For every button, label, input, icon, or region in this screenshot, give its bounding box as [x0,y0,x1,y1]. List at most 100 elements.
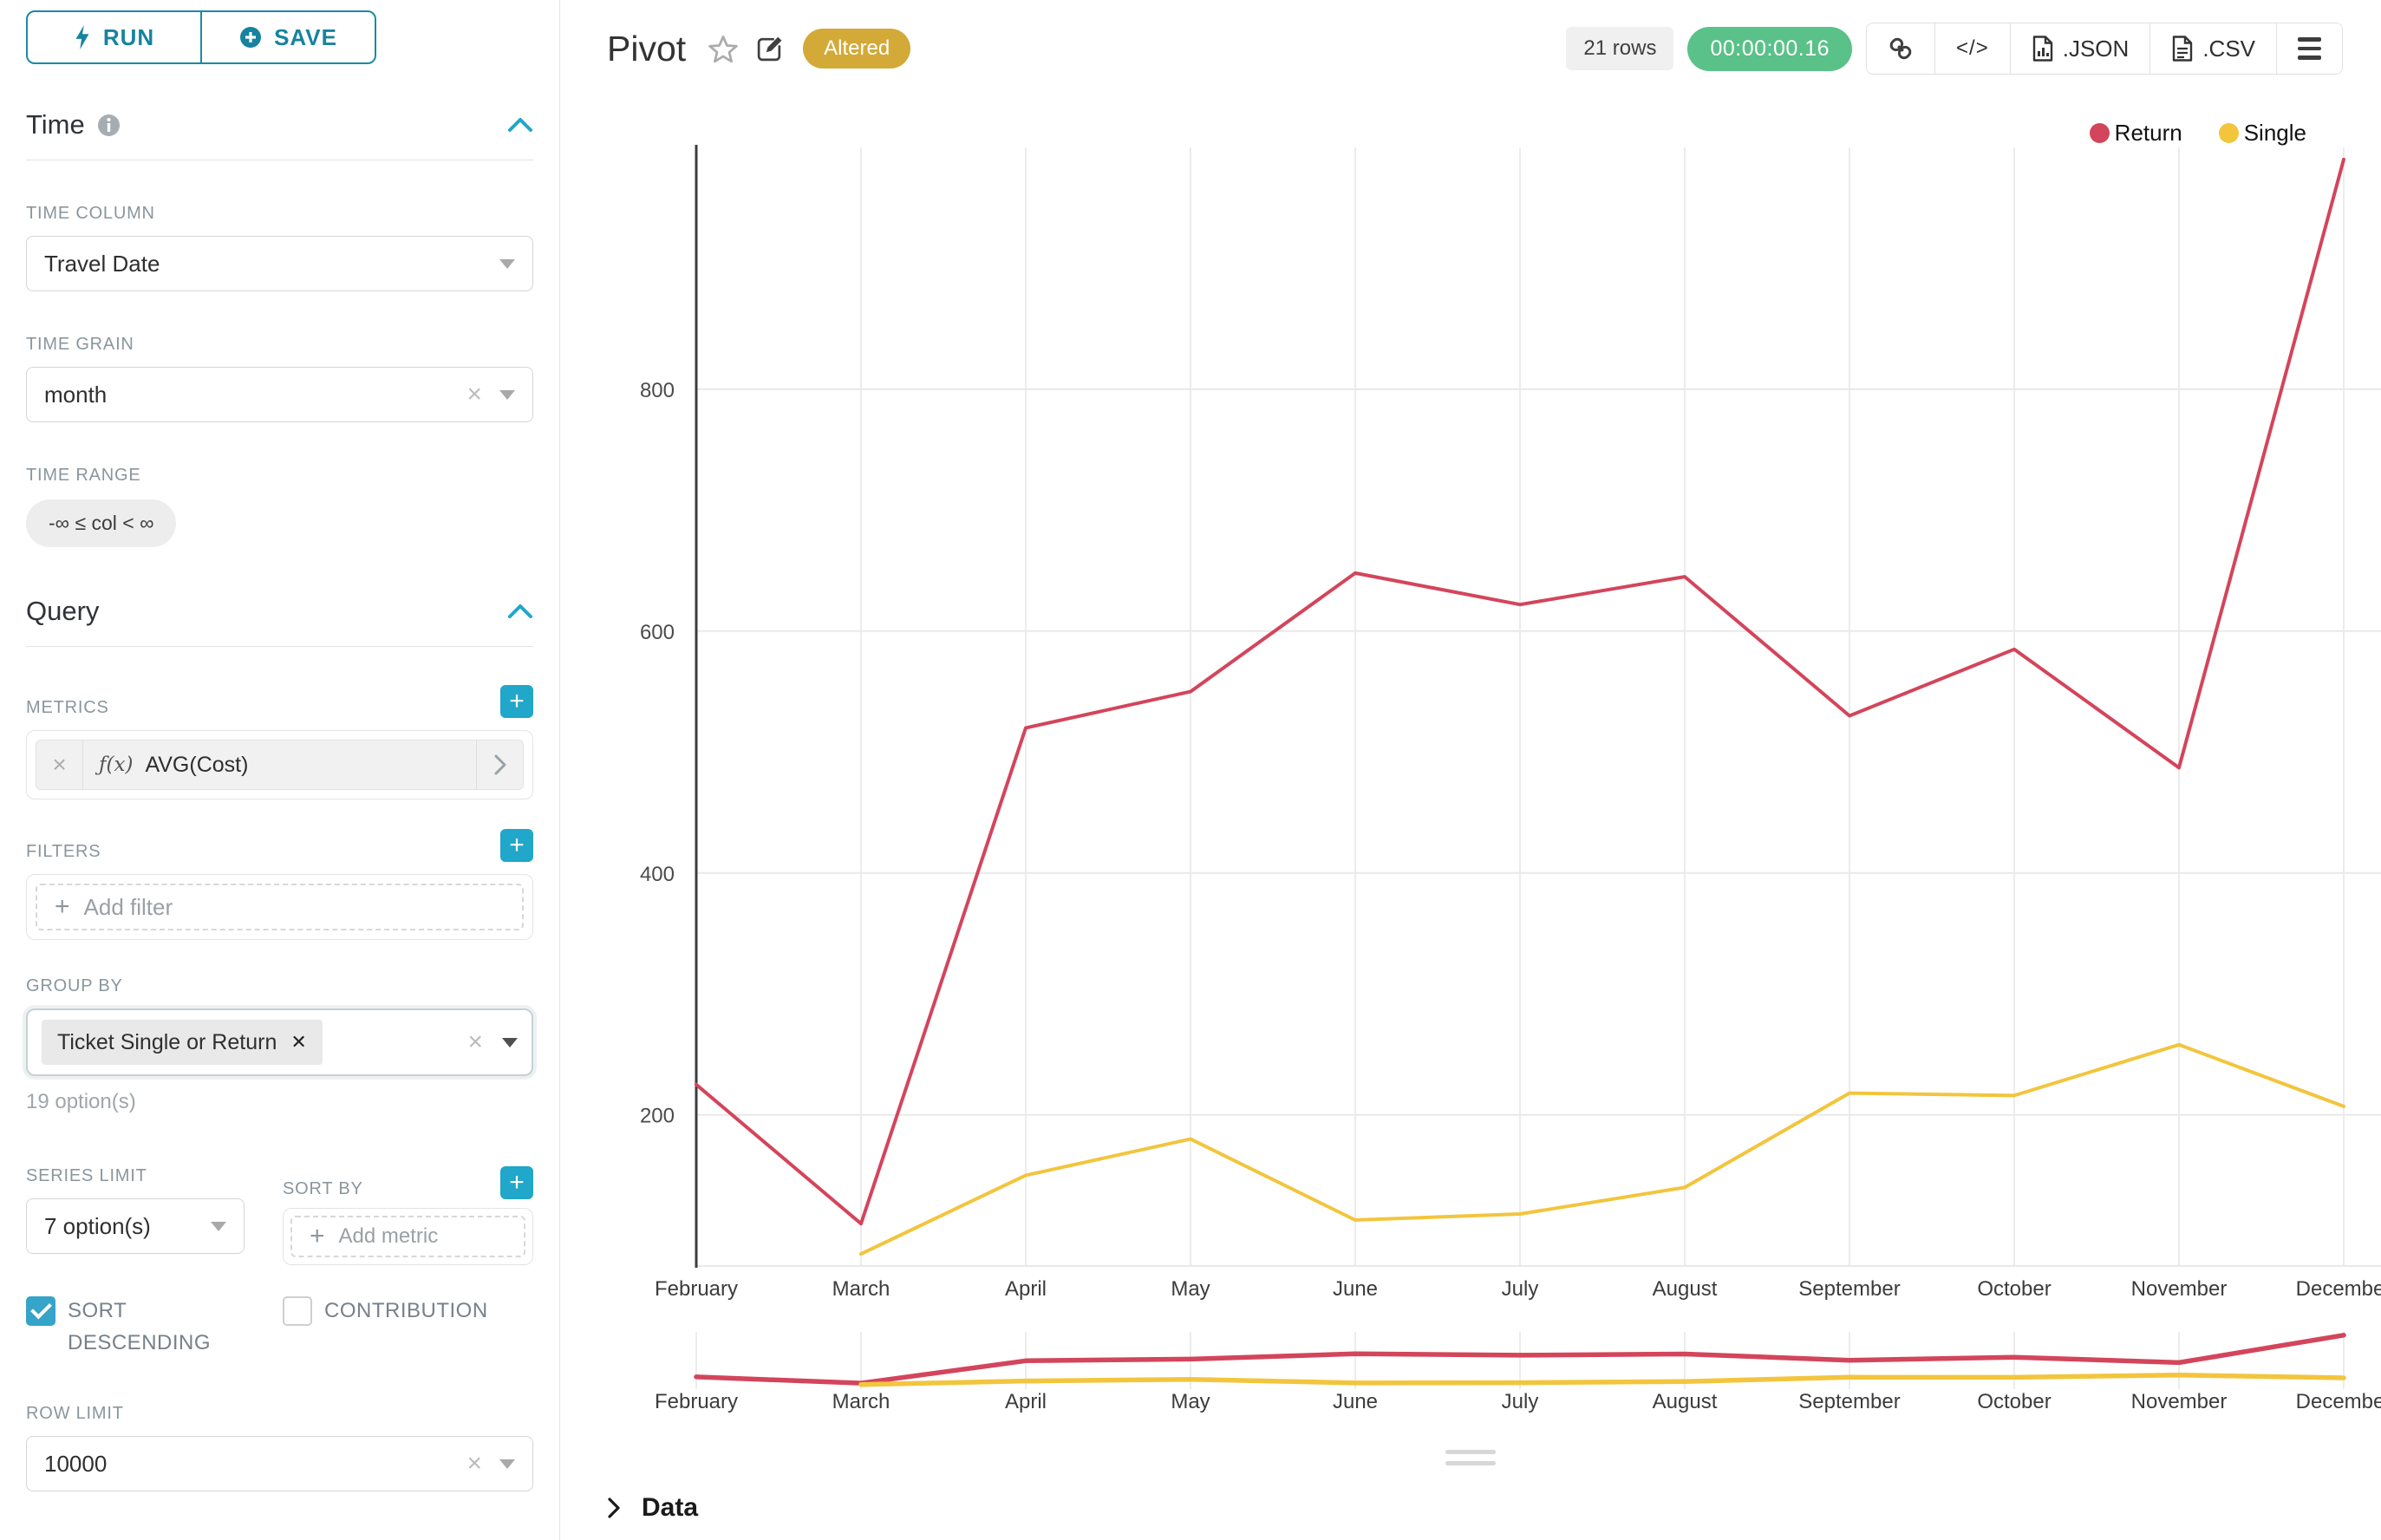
time-range-pill[interactable]: -∞ ≤ col < ∞ [26,499,177,547]
row-count-badge: 21 rows [1566,27,1674,70]
clear-icon[interactable]: × [466,1449,482,1478]
time-column-label: TIME COLUMN [26,204,155,223]
panel-resize-handle[interactable] [560,1450,2381,1465]
run-save-button-group: RUN SAVE [26,10,376,64]
time-section-header[interactable]: Time [26,109,533,140]
time-grain-label: TIME GRAIN [26,335,134,354]
time-section-title: Time [26,109,85,140]
svg-text:800: 800 [640,379,675,402]
sort-descending-checkbox-item[interactable]: SORT DESCENDING [26,1295,283,1359]
svg-text:May: May [1171,1277,1210,1301]
svg-text:600: 600 [640,621,675,644]
clear-icon[interactable]: × [466,380,482,408]
row-limit-select[interactable]: 10000 × [26,1436,533,1492]
groupby-tag-label: Ticket Single or Return [57,1029,277,1054]
time-grain-value: month [44,381,108,408]
metric-expand-chevron[interactable] [476,741,523,789]
control-panel-sidebar: RUN SAVE Time TIME CO [0,0,560,1540]
export-csv-button[interactable]: .CSV [2150,23,2277,74]
svg-text:May: May [1171,1390,1210,1413]
svg-text:July: July [1502,1277,1539,1301]
legend-item-single[interactable]: Single [2218,120,2306,147]
svg-text:April: April [1005,1277,1047,1301]
groupby-select[interactable]: Ticket Single or Return ✕ × [26,1008,533,1076]
range-brush-chart[interactable]: February March April May June July August Septe… [572,1318,2381,1431]
add-metric-plus-button[interactable]: + [500,685,533,718]
groupby-options-hint: 19 option(s) [26,1090,136,1113]
plus-icon: + [55,892,70,921]
svg-text:March: March [832,1277,890,1301]
svg-text:November: November [2131,1390,2228,1413]
svg-text:200: 200 [640,1105,675,1128]
query-section-header[interactable]: Query [26,596,533,627]
sort-by-container: + Add metric [283,1208,533,1265]
remove-tag-icon[interactable]: ✕ [290,1031,307,1053]
favorite-star-icon[interactable] [708,35,738,63]
series-limit-label: SERIES LIMIT [26,1166,147,1185]
checkbox-checked-icon[interactable] [26,1296,55,1326]
series-limit-select[interactable]: 7 option(s) [26,1198,245,1254]
chevron-up-icon[interactable] [507,117,533,133]
filters-container: + Add filter [26,874,533,940]
csv-file-icon [2173,36,2193,62]
edit-properties-icon[interactable] [755,35,784,63]
add-filter-dropzone[interactable]: + Add filter [36,884,524,930]
csv-label: .CSV [2202,35,2255,62]
caret-down-icon [499,389,515,400]
json-label: .JSON [2062,35,2130,62]
chevron-right-icon [608,1498,620,1518]
svg-text:August: August [1653,1277,1718,1301]
svg-text:November: November [2131,1277,2228,1301]
sort-descending-label: SORT DESCENDING [68,1299,212,1355]
chart-legend: Return Single [2089,120,2306,147]
run-button[interactable]: RUN [28,12,202,62]
svg-text:September: September [1798,1277,1900,1301]
save-button-label: SAVE [274,23,337,50]
svg-text:October: October [1977,1390,2051,1413]
svg-text:September: September [1798,1390,1900,1413]
row-limit-value: 10000 [44,1450,108,1477]
metric-chip[interactable]: × ƒ(x) AVG(Cost) [36,740,524,790]
svg-text:March: March [832,1390,890,1413]
data-panel-toggle[interactable]: Data [607,1493,698,1523]
chevron-up-icon[interactable] [507,604,533,619]
svg-text:400: 400 [640,863,675,886]
contribution-label: CONTRIBUTION [324,1299,488,1322]
contribution-checkbox-item[interactable]: CONTRIBUTION [283,1295,488,1359]
info-icon [97,114,120,136]
fx-icon: ƒ(x) [99,754,134,776]
time-grain-select[interactable]: month × [26,367,533,422]
remove-metric-icon[interactable]: × [36,741,83,789]
export-json-button[interactable]: .JSON [2010,23,2151,74]
plus-circle-icon [240,27,262,48]
view-query-button[interactable]: </> [1935,23,2011,74]
line-chart-canvas: 200 400 600 800 February March April May June Jul… [640,145,2381,1301]
add-sort-metric-plus-button[interactable]: + [500,1166,533,1199]
add-sort-metric-dropzone[interactable]: + Add metric [290,1216,525,1257]
plus-icon: + [310,1222,325,1250]
svg-text:July: July [1502,1390,1539,1413]
clear-icon[interactable]: × [467,1028,483,1056]
checkbox-unchecked-icon[interactable] [283,1296,312,1326]
chart-panel: Pivot Altered 21 rows 00:00:00.16 [560,0,2381,1540]
time-column-select[interactable]: Travel Date [26,236,533,291]
svg-text:October: October [1977,1277,2051,1301]
copy-link-button[interactable] [1867,23,1936,74]
save-button[interactable]: SAVE [202,12,375,62]
metrics-label: METRICS [26,698,109,717]
code-icon: </> [1956,36,1989,60]
return-series-label: Return [2114,120,2182,146]
chart-menu-button[interactable] [2277,23,2342,74]
add-filter-plus-button[interactable]: + [500,829,533,862]
legend-item-return[interactable]: Return [2089,120,2182,147]
lightning-icon [75,25,89,49]
caret-down-icon [211,1221,226,1231]
single-series-label: Single [2243,120,2306,146]
svg-text:December: December [2296,1390,2381,1413]
svg-text:June: June [1333,1390,1378,1413]
chart-title: Pivot [607,28,687,69]
series-limit-value: 7 option(s) [44,1212,151,1239]
json-file-icon [2032,36,2052,62]
groupby-label: GROUP BY [26,976,123,995]
altered-badge[interactable]: Altered [803,29,911,69]
